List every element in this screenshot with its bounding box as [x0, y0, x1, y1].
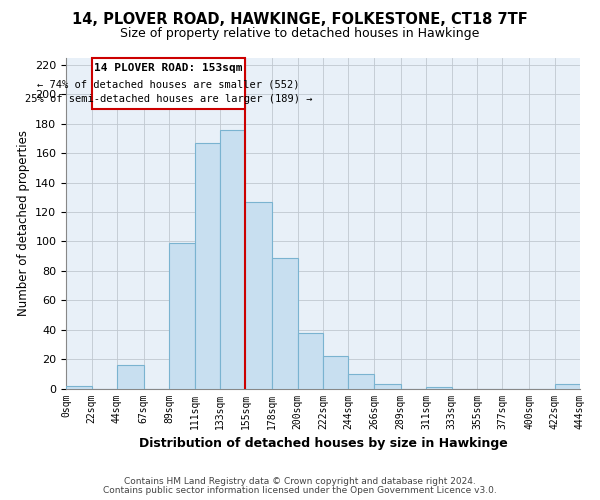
Bar [245, 202, 272, 388]
Text: Contains public sector information licensed under the Open Government Licence v3: Contains public sector information licen… [103, 486, 497, 495]
Text: 14 PLOVER ROAD: 153sqm: 14 PLOVER ROAD: 153sqm [94, 64, 243, 74]
Bar [374, 384, 401, 388]
Bar [194, 143, 220, 388]
Text: Contains HM Land Registry data © Crown copyright and database right 2024.: Contains HM Land Registry data © Crown c… [124, 477, 476, 486]
Bar [298, 332, 323, 388]
Bar [220, 130, 245, 388]
Text: 25% of semi-detached houses are larger (189) →: 25% of semi-detached houses are larger (… [25, 94, 312, 104]
Bar [272, 258, 298, 388]
Bar [426, 387, 452, 388]
Text: Size of property relative to detached houses in Hawkinge: Size of property relative to detached ho… [121, 28, 479, 40]
Bar [323, 356, 349, 388]
Bar [554, 384, 580, 388]
Bar [117, 365, 143, 388]
Bar [66, 386, 92, 388]
Y-axis label: Number of detached properties: Number of detached properties [17, 130, 29, 316]
FancyBboxPatch shape [92, 58, 245, 109]
Text: 14, PLOVER ROAD, HAWKINGE, FOLKESTONE, CT18 7TF: 14, PLOVER ROAD, HAWKINGE, FOLKESTONE, C… [72, 12, 528, 28]
Bar [169, 243, 194, 388]
Bar [349, 374, 374, 388]
X-axis label: Distribution of detached houses by size in Hawkinge: Distribution of detached houses by size … [139, 437, 508, 450]
Text: ← 74% of detached houses are smaller (552): ← 74% of detached houses are smaller (55… [37, 80, 300, 90]
